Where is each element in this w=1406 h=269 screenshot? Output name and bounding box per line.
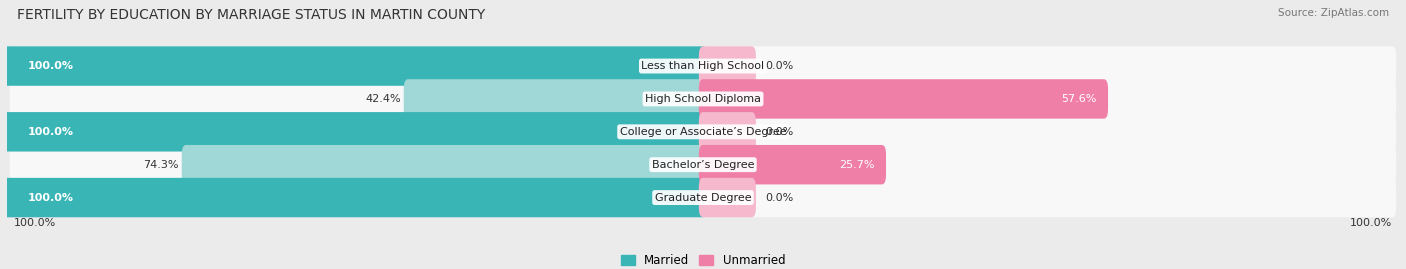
Text: 100.0%: 100.0% xyxy=(14,218,56,228)
Text: Source: ZipAtlas.com: Source: ZipAtlas.com xyxy=(1278,8,1389,18)
Text: 0.0%: 0.0% xyxy=(766,61,794,71)
FancyBboxPatch shape xyxy=(699,46,756,86)
FancyBboxPatch shape xyxy=(181,145,707,185)
Text: 25.7%: 25.7% xyxy=(839,160,875,170)
Text: 74.3%: 74.3% xyxy=(143,160,179,170)
FancyBboxPatch shape xyxy=(10,145,1396,185)
FancyBboxPatch shape xyxy=(10,112,1396,151)
Text: High School Diploma: High School Diploma xyxy=(645,94,761,104)
Text: Bachelor’s Degree: Bachelor’s Degree xyxy=(652,160,754,170)
FancyBboxPatch shape xyxy=(699,178,756,217)
FancyBboxPatch shape xyxy=(10,46,1396,86)
Text: 42.4%: 42.4% xyxy=(366,94,401,104)
Text: 100.0%: 100.0% xyxy=(28,127,75,137)
FancyBboxPatch shape xyxy=(10,178,1396,217)
Text: Less than High School: Less than High School xyxy=(641,61,765,71)
FancyBboxPatch shape xyxy=(10,79,1396,119)
Legend: Married, Unmarried: Married, Unmarried xyxy=(616,249,790,269)
Text: FERTILITY BY EDUCATION BY MARRIAGE STATUS IN MARTIN COUNTY: FERTILITY BY EDUCATION BY MARRIAGE STATU… xyxy=(17,8,485,22)
Text: 0.0%: 0.0% xyxy=(766,193,794,203)
FancyBboxPatch shape xyxy=(3,178,707,217)
FancyBboxPatch shape xyxy=(699,145,886,185)
Text: Graduate Degree: Graduate Degree xyxy=(655,193,751,203)
FancyBboxPatch shape xyxy=(699,112,756,151)
Text: College or Associate’s Degree: College or Associate’s Degree xyxy=(620,127,786,137)
FancyBboxPatch shape xyxy=(3,46,707,86)
FancyBboxPatch shape xyxy=(3,112,707,151)
FancyBboxPatch shape xyxy=(404,79,707,119)
FancyBboxPatch shape xyxy=(699,79,1108,119)
Text: 100.0%: 100.0% xyxy=(1350,218,1392,228)
Text: 57.6%: 57.6% xyxy=(1062,94,1097,104)
Text: 100.0%: 100.0% xyxy=(28,61,75,71)
Text: 0.0%: 0.0% xyxy=(766,127,794,137)
Text: 100.0%: 100.0% xyxy=(28,193,75,203)
